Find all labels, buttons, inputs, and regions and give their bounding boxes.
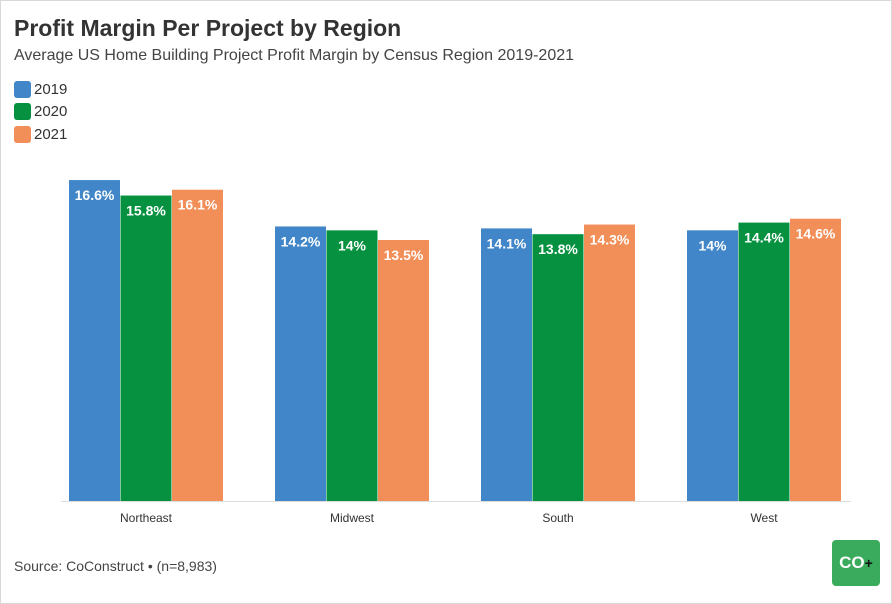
bar-west-2021[interactable] xyxy=(790,218,841,501)
legend-label: 2021 xyxy=(34,125,68,143)
chart-title: Profit Margin Per Project by Region xyxy=(14,15,402,41)
data-label: 14.3% xyxy=(590,232,630,248)
data-label: 14.1% xyxy=(487,235,527,251)
bar-west-2019[interactable] xyxy=(687,230,738,502)
x-tick-label: West xyxy=(750,511,778,525)
bar-northeast-2019[interactable] xyxy=(69,180,120,502)
data-label: 14.6% xyxy=(796,226,836,242)
x-tick-label: Midwest xyxy=(330,511,375,525)
legend-item-2019[interactable]: 2019 xyxy=(14,78,67,101)
bar-west-2020[interactable] xyxy=(738,222,790,501)
data-label: 15.8% xyxy=(126,203,166,219)
data-label: 13.8% xyxy=(538,241,578,257)
coconstruct-logo: CO + xyxy=(832,540,880,586)
legend-item-2020[interactable]: 2020 xyxy=(14,101,67,124)
data-label: 13.5% xyxy=(384,247,424,263)
legend-label: 2019 xyxy=(34,80,68,98)
x-tick-label: South xyxy=(542,511,573,525)
data-label: 16.1% xyxy=(178,197,218,213)
data-label: 14% xyxy=(698,237,727,253)
bar-midwest-2021[interactable] xyxy=(378,240,429,501)
bar-south-2020[interactable] xyxy=(532,234,584,501)
x-tick-label: Northeast xyxy=(120,511,173,525)
bar-northeast-2021[interactable] xyxy=(172,189,223,501)
data-label: 16.6% xyxy=(75,187,115,203)
bar-midwest-2020[interactable] xyxy=(326,230,378,502)
data-label: 14% xyxy=(338,237,367,253)
legend-swatch xyxy=(14,125,31,143)
bar-midwest-2019[interactable] xyxy=(275,226,326,501)
legend-item-2021[interactable]: 2021 xyxy=(14,123,67,146)
legend-label: 2020 xyxy=(34,103,68,121)
data-label: 14.2% xyxy=(281,233,321,249)
bar-northeast-2020[interactable] xyxy=(120,195,172,502)
chart-subtitle: Average US Home Building Project Profit … xyxy=(14,47,575,64)
legend-swatch xyxy=(14,80,31,98)
legend: 2019 2020 2021 xyxy=(14,78,67,146)
source-note: Source: CoConstruct • (n=8,983) xyxy=(14,558,217,574)
bar-south-2021[interactable] xyxy=(584,224,635,502)
data-label: 14.4% xyxy=(744,230,784,246)
bar-south-2019[interactable] xyxy=(481,228,532,501)
legend-swatch xyxy=(14,103,31,121)
